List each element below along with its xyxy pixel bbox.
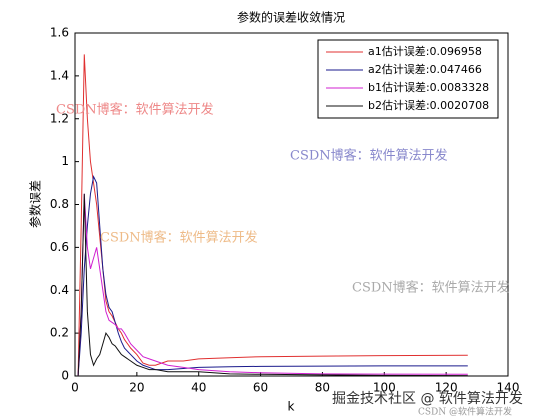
x-tick-label: 140	[497, 381, 520, 395]
x-axis-label: k	[288, 400, 295, 414]
y-axis-label: 参数误差	[28, 180, 43, 228]
y-tick-label: 0.8	[50, 197, 69, 211]
watermark: CSDN博客：软件算法开发	[56, 102, 214, 118]
x-tick-label: 0	[71, 381, 79, 395]
legend-label: b1估计误差:0.0083328	[368, 80, 489, 94]
y-tick-label: 0.4	[50, 283, 69, 297]
legend-label: a1估计误差:0.096958	[368, 44, 482, 58]
x-tick-label: 40	[191, 381, 206, 395]
y-tick-label: 1.4	[50, 68, 69, 82]
legend-label: b2估计误差:0.0020708	[368, 98, 489, 112]
x-tick-label: 100	[373, 381, 396, 395]
series-line	[77, 175, 468, 377]
y-tick-label: 0.2	[50, 326, 69, 340]
series-line	[77, 193, 468, 377]
x-tick-label: 60	[253, 381, 268, 395]
watermark: 掘金技术社区 @ 软件算法开发	[332, 391, 523, 407]
watermark: CSDN博客：软件算法开发	[290, 148, 448, 164]
chart-title: 参数的误差收敛情况	[237, 10, 345, 25]
x-tick-label: 80	[315, 381, 330, 395]
x-tick-label: 20	[129, 381, 144, 395]
y-tick-label: 0.6	[50, 240, 69, 254]
legend-box	[317, 39, 499, 119]
y-tick-label: 1.6	[50, 26, 69, 40]
x-tick-label: 120	[435, 381, 458, 395]
legend-label: a2估计误差:0.047466	[368, 62, 482, 76]
watermark: CSDN博客：软件算法开发	[100, 230, 258, 246]
series-line	[77, 193, 468, 377]
y-tick-label: 1	[61, 154, 69, 168]
watermark: CSDN @软件算法开发	[418, 406, 512, 418]
y-tick-label: 1.2	[50, 111, 69, 125]
y-tick-label: 0	[61, 369, 69, 383]
watermark: CSDN博客：软件算法开发	[352, 280, 510, 296]
